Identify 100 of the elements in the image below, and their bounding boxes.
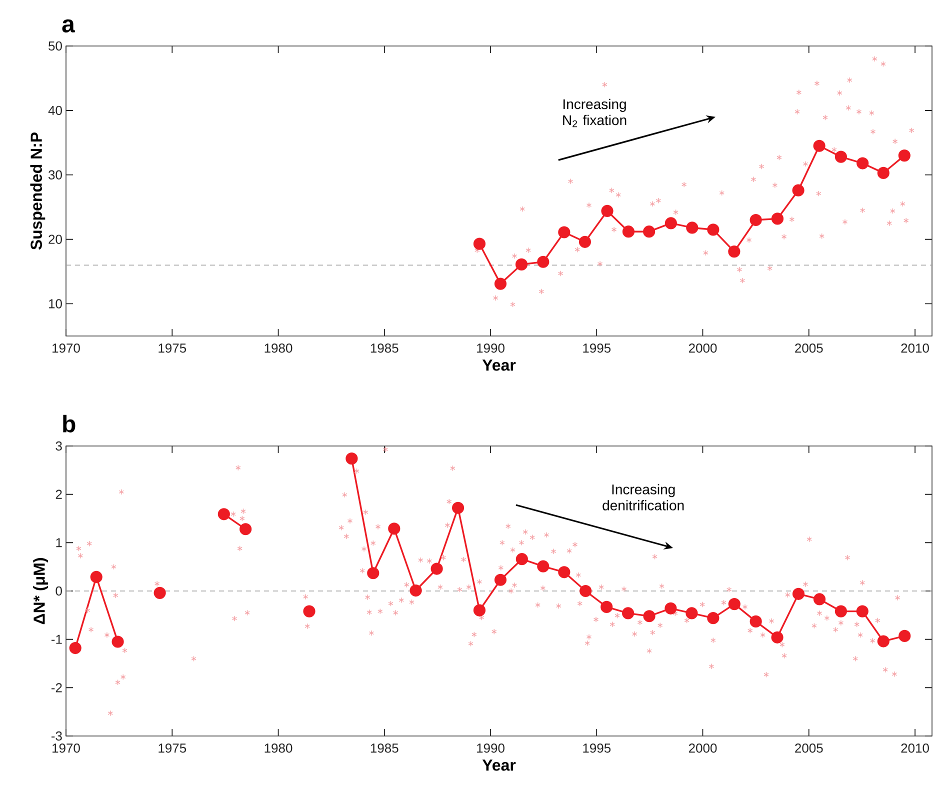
point — [473, 238, 486, 250]
point — [872, 56, 878, 62]
point — [890, 208, 896, 214]
x-tick-label: 1985 — [370, 344, 398, 353]
chart-title: b — [63, 414, 76, 432]
point — [574, 246, 580, 253]
point — [611, 226, 617, 233]
point — [816, 190, 822, 197]
point — [750, 214, 762, 226]
y-tick-label: 10 — [48, 299, 62, 308]
y-tick-label: -3 — [51, 731, 62, 741]
point — [728, 598, 740, 610]
point — [154, 586, 166, 599]
point — [719, 190, 724, 196]
point — [568, 178, 574, 184]
point — [837, 90, 842, 96]
point — [681, 182, 687, 188]
point — [602, 82, 608, 88]
y-tick-label: 40 — [48, 106, 62, 116]
point — [789, 216, 795, 222]
point — [510, 301, 516, 308]
point — [346, 452, 358, 465]
point — [512, 253, 518, 260]
chart-title: a — [62, 19, 76, 32]
point — [856, 157, 869, 170]
x-tick-label: 2005 — [795, 744, 823, 753]
y-tick-label: 50 — [48, 41, 62, 51]
point — [728, 246, 740, 258]
point — [656, 198, 662, 204]
point — [707, 612, 720, 624]
point — [750, 615, 762, 628]
point — [758, 164, 764, 170]
point — [473, 604, 486, 616]
point — [736, 266, 742, 273]
point — [870, 128, 876, 135]
x-tick-label: 2010 — [901, 744, 929, 753]
x-tick-label: 1990 — [477, 344, 504, 353]
point — [898, 149, 910, 162]
point — [767, 265, 772, 272]
point — [622, 226, 635, 238]
point — [792, 184, 804, 196]
point — [834, 150, 847, 163]
point — [586, 202, 592, 208]
x-axis-title: Year — [482, 760, 516, 771]
y-tick-label: -2 — [51, 683, 62, 692]
y-axis-title: ΔN* (μM) — [33, 558, 48, 624]
point — [772, 182, 778, 188]
y-tick-label: 20 — [48, 234, 62, 244]
point — [877, 166, 890, 179]
point — [781, 234, 787, 240]
point — [846, 104, 851, 111]
x-tick-label: 2010 — [901, 344, 929, 353]
point — [856, 605, 868, 618]
point — [112, 636, 124, 648]
point — [367, 567, 380, 580]
y-tick-label: 1 — [56, 538, 62, 548]
point — [813, 140, 826, 152]
point — [616, 192, 621, 198]
point — [537, 560, 550, 572]
y-tick-label: -1 — [51, 634, 62, 644]
point — [776, 154, 782, 160]
point — [494, 574, 507, 586]
x-tick-label: 1990 — [477, 744, 504, 753]
x-axis-title: Year — [482, 360, 516, 371]
point — [643, 226, 656, 238]
x-tick-label: 2000 — [688, 744, 717, 753]
x-tick-label: 1980 — [264, 344, 292, 353]
point — [802, 160, 808, 167]
point — [558, 226, 570, 238]
point — [740, 278, 746, 284]
x-tick-label: 1975 — [158, 344, 186, 353]
point — [746, 237, 752, 243]
point — [750, 176, 756, 182]
point — [601, 204, 614, 218]
annotation: Increasing denitrification — [602, 484, 684, 510]
point — [813, 593, 826, 606]
point — [597, 260, 603, 267]
point — [792, 588, 805, 600]
point — [847, 77, 852, 84]
point — [609, 187, 614, 194]
point — [650, 200, 656, 207]
point — [580, 584, 592, 598]
x-tick-label: 1985 — [370, 744, 398, 753]
y-tick-label: 0 — [56, 586, 62, 596]
point — [856, 108, 862, 115]
point — [430, 562, 443, 575]
point — [600, 600, 613, 613]
point — [516, 553, 528, 566]
point — [664, 217, 677, 230]
point — [834, 605, 847, 618]
point — [900, 200, 906, 207]
point — [69, 642, 82, 654]
point — [303, 605, 316, 618]
annotation: Increasing N$_{2}$ fixation — [563, 98, 626, 128]
point — [904, 218, 909, 224]
point — [538, 288, 544, 294]
point — [526, 247, 531, 254]
y-tick-label: 30 — [48, 170, 62, 180]
point — [686, 222, 698, 234]
point — [558, 270, 564, 276]
